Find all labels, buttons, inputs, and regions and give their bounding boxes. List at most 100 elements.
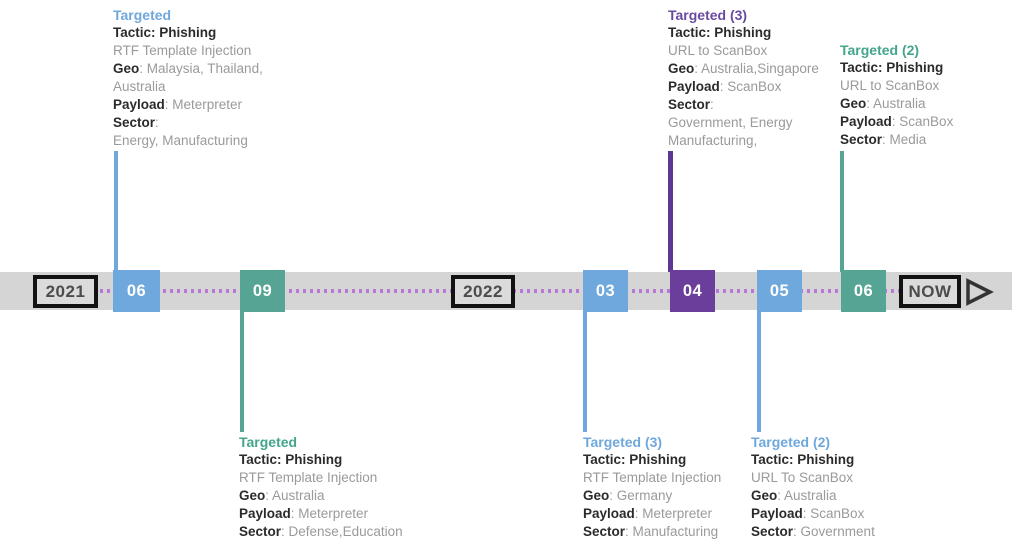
callout-line: Tactic: Phishing [840,59,953,77]
callout-apr2022-above: Targeted (3) Tactic: Phishing URL to ScanB… [668,6,819,150]
callout-field-label: Payload [751,506,803,521]
callout-field-label: Tactic: Phishing [583,452,687,467]
year-marker-2022: 2022 [451,275,515,308]
callout-mar2022-below: Targeted (3) Tactic: Phishing RTF Template… [583,433,721,541]
callout-field-value: : [710,97,714,112]
connector-line-apr2022 [668,151,673,272]
callout-field-value: : Media [882,132,927,147]
connector-line-mar2022 [583,310,587,432]
callout-jun2022-above: Targeted (2) Tactic: Phishing URL to ScanB… [840,41,953,149]
callout-field-value: : Meterpreter [290,506,369,521]
callout-line: Tactic: Phishing [239,451,403,469]
callout-line: Payload: Meterpreter [239,505,403,523]
callout-field-label: Payload [840,114,892,129]
callout-field-value: : Australia [777,488,837,503]
callout-line: Sector: Manufacturing [583,523,721,541]
callout-line: RTF Template Injection [583,469,721,487]
callout-line: Manufacturing, [668,132,819,150]
callout-line: Sector: Media [840,131,953,149]
callout-field-value: : Malaysia, Thailand, [139,61,263,76]
callout-field-value: : Manufacturing [625,524,719,539]
callout-line: Tactic: Phishing [751,451,875,469]
callout-field-label: Geo [113,61,140,76]
callout-sep2021-below: Targeted Tactic: Phishing RTF Template Inj… [239,433,403,541]
callout-heading: Targeted (3) [668,7,748,23]
callout-field-value: : Australia [265,488,325,503]
callout-field-label: Tactic: Phishing [113,25,217,40]
callout-line: RTF Template Injection [239,469,403,487]
callout-field-value: RTF Template Injection [239,470,378,485]
callout-field-label: Sector [239,524,282,539]
month-marker-04-2022: 04 [670,270,715,312]
callout-field-value: RTF Template Injection [583,470,722,485]
callout-line: URL to ScanBox [840,77,953,95]
callout-line: Geo: Australia [239,487,403,505]
callout-field-value: Energy, Manufacturing [113,133,248,148]
callout-line: Geo: Malaysia, Thailand, [113,60,263,78]
callout-heading: Targeted [113,7,172,23]
month-marker-06-2021: 06 [113,270,160,312]
callout-line: Energy, Manufacturing [113,132,263,150]
callout-field-label: Tactic: Phishing [751,452,855,467]
callout-field-value: : ScanBox [802,506,865,521]
callout-heading: Targeted (3) [583,434,663,450]
callout-field-label: Geo [840,96,867,111]
callout-field-label: Tactic: Phishing [239,452,343,467]
callout-field-label: Tactic: Phishing [840,60,944,75]
callout-line: Geo: Australia [751,487,875,505]
connector-line-sep2021 [240,310,244,432]
callout-line: Payload: ScanBox [840,113,953,131]
callout-line: Geo: Australia [840,95,953,113]
callout-heading: Targeted (2) [751,434,831,450]
callout-field-label: Payload [583,506,635,521]
month-marker-06-2022: 06 [841,270,886,312]
now-marker: NOW [899,275,961,308]
callout-line: Tactic: Phishing [583,451,721,469]
callout-line: Geo: Australia,Singapore [668,60,819,78]
callout-field-label: Sector [583,524,626,539]
callout-field-value: URL to ScanBox [840,78,940,93]
callout-field-value: : [155,115,159,130]
callout-field-value: Australia [113,79,166,94]
callout-field-value: : Australia [866,96,926,111]
month-marker-05-2022: 05 [757,270,802,312]
callout-line: Tactic: Phishing [113,24,263,42]
callout-may2022-below: Targeted (2) Tactic: Phishing URL To ScanB… [751,433,875,541]
callout-line: Sector: Government [751,523,875,541]
play-arrow-shape [966,278,994,306]
callout-field-value: RTF Template Injection [113,43,252,58]
callout-line: Geo: Germany [583,487,721,505]
month-marker-09-2021: 09 [240,270,285,312]
callout-field-label: Payload [668,79,720,94]
callout-field-value: : ScanBox [719,79,782,94]
callout-line: Australia [113,78,263,96]
callout-line: Payload: Meterpreter [583,505,721,523]
month-marker-03-2022: 03 [583,270,628,312]
callout-line: Tactic: Phishing [668,24,819,42]
callout-heading: Targeted (2) [840,42,920,58]
callout-jun2021-above: Targeted Tactic: Phishing RTF Template Inj… [113,6,263,150]
callout-field-label: Tactic: Phishing [668,25,772,40]
callout-field-label: Sector [751,524,794,539]
callout-line: Payload: Meterpreter [113,96,263,114]
callout-field-label: Geo [751,488,778,503]
callout-line: URL To ScanBox [751,469,875,487]
callout-field-value: : Meterpreter [634,506,713,521]
callout-field-label: Sector [113,115,156,130]
callout-field-value: Government, Energy [668,115,793,130]
callout-field-value: Manufacturing, [668,133,758,148]
callout-field-label: Payload [239,506,291,521]
forward-arrow-icon [964,277,994,307]
callout-line: RTF Template Injection [113,42,263,60]
callout-field-label: Sector [840,132,883,147]
callout-field-value: : ScanBox [891,114,954,129]
callout-line: Payload: ScanBox [751,505,875,523]
callout-line: Sector: [113,114,263,132]
callout-field-value: : Government [793,524,875,539]
callout-line: Payload: ScanBox [668,78,819,96]
callout-heading: Targeted [239,434,298,450]
callout-line: Government, Energy [668,114,819,132]
callout-field-label: Geo [583,488,610,503]
callout-field-label: Geo [239,488,266,503]
